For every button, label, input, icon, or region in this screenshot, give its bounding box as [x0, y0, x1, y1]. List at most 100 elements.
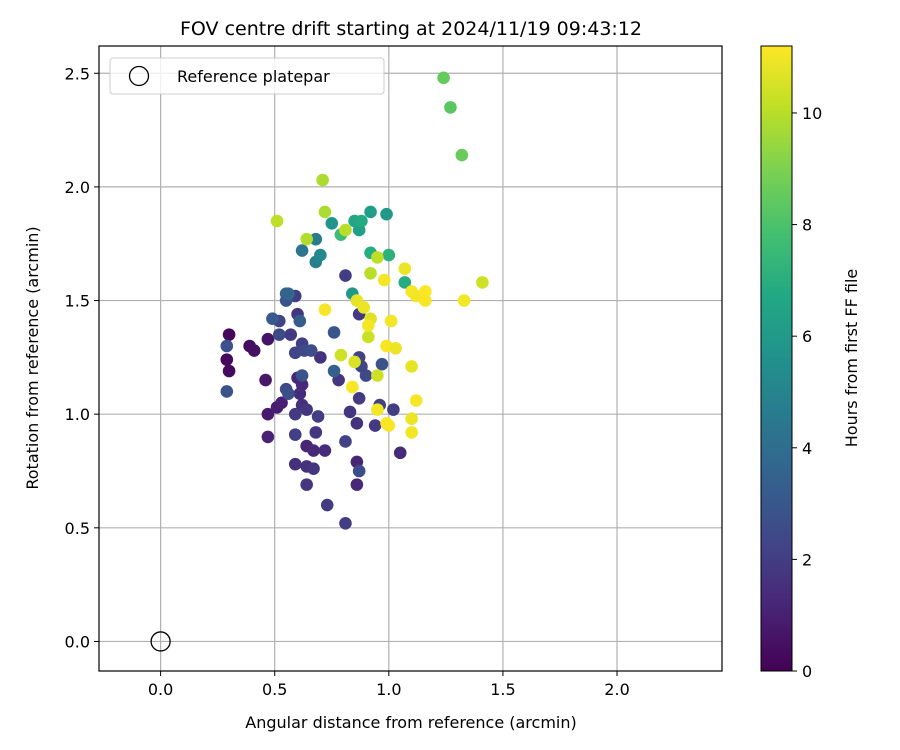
colorbar-tick-label: 4 [802, 439, 812, 458]
data-point [220, 339, 234, 353]
x-tick-label: 1.0 [376, 680, 401, 699]
data-point [398, 276, 412, 289]
data-point [311, 410, 325, 423]
data-point [339, 223, 352, 237]
data-point [300, 478, 313, 491]
data-point [359, 369, 373, 382]
data-point [327, 326, 341, 339]
data-point [259, 373, 272, 387]
reference-point [150, 631, 171, 652]
data-point [398, 262, 412, 276]
data-point [318, 444, 332, 457]
data-point [352, 464, 366, 478]
colorbar-tick-label: 10 [802, 104, 822, 123]
data-point [261, 407, 275, 421]
data-point [318, 303, 332, 316]
data-point [327, 364, 341, 378]
y-axis-label: Rotation from reference (arcmin) [23, 226, 42, 489]
data-point [272, 328, 286, 341]
data-point [220, 353, 234, 366]
data-point [361, 319, 375, 332]
data-point [279, 287, 293, 301]
data-point [300, 403, 313, 416]
data-point [444, 101, 457, 114]
colorbar-ticks: 0 2 4 6 8 10 [792, 104, 822, 681]
data-point [457, 294, 471, 307]
y-tick-label: 1.5 [65, 292, 90, 311]
colorbar-tick-label: 0 [802, 662, 812, 681]
legend-box [109, 57, 385, 95]
colorbar-gradient [760, 45, 793, 672]
data-point [220, 385, 234, 398]
x-tick-label: 0.0 [148, 680, 173, 699]
legend: Reference platepar [109, 57, 385, 95]
data-point [368, 419, 382, 432]
data-point [380, 207, 393, 221]
x-tick-label: 0.5 [262, 680, 287, 699]
data-point [295, 369, 309, 382]
data-point [309, 232, 323, 246]
data-point [355, 214, 368, 228]
data-point [371, 403, 384, 416]
data-point [314, 351, 327, 364]
data-point [222, 364, 236, 378]
data-point [476, 276, 489, 289]
data-point [419, 294, 432, 307]
data-point [382, 248, 396, 262]
data-point [275, 396, 288, 410]
data-point [316, 173, 329, 187]
data-point [364, 266, 377, 280]
data-point [455, 148, 469, 162]
data-point [371, 251, 384, 264]
data-point [346, 380, 359, 394]
data-point [334, 348, 348, 362]
y-tick-label: 2.0 [65, 178, 90, 197]
legend-label: Reference platepar [177, 67, 330, 86]
data-point [295, 244, 309, 257]
data-point [364, 205, 377, 219]
legend-marker-icon [128, 65, 150, 87]
data-points [220, 71, 489, 530]
data-point [266, 312, 279, 326]
chart-title: FOV centre drift starting at 2024/11/19 … [180, 18, 642, 40]
data-point [309, 426, 323, 439]
data-point [352, 391, 366, 405]
reference-marker [150, 631, 171, 652]
data-point [293, 387, 307, 401]
colorbar-label: Hours from first FF file [842, 269, 861, 448]
data-point [357, 301, 371, 314]
colorbar-tick-label: 2 [802, 550, 812, 569]
y-tick-label: 0.5 [65, 519, 90, 538]
data-point [339, 435, 352, 448]
x-tick-label: 1.5 [490, 680, 515, 699]
data-point [307, 462, 320, 476]
data-point [307, 444, 320, 457]
x-tick-label: 2.0 [604, 680, 629, 699]
x-axis-ticks: 0.0 0.5 1.0 1.5 2.0 [148, 671, 630, 699]
data-point [261, 430, 275, 444]
data-point [361, 330, 375, 344]
data-point [247, 344, 261, 357]
data-point [405, 412, 418, 426]
data-point [284, 328, 297, 341]
data-point [393, 446, 407, 460]
data-point [288, 457, 302, 471]
data-point [343, 405, 357, 419]
data-point [389, 341, 402, 355]
y-axis-ticks: 0.0 0.5 1.0 1.5 2.0 2.5 [65, 64, 99, 651]
data-point [377, 273, 391, 287]
colorbar-tick-label: 8 [802, 216, 812, 235]
data-point [288, 428, 302, 441]
data-point [348, 355, 361, 369]
data-point [270, 214, 284, 228]
y-tick-label: 2.5 [65, 64, 90, 83]
data-point [375, 357, 389, 371]
plot-frame [98, 45, 723, 672]
data-point [314, 248, 327, 262]
data-point [419, 285, 432, 298]
data-point [387, 403, 400, 416]
data-point [318, 205, 332, 219]
data-point [339, 269, 352, 282]
y-tick-label: 1.0 [65, 405, 90, 424]
